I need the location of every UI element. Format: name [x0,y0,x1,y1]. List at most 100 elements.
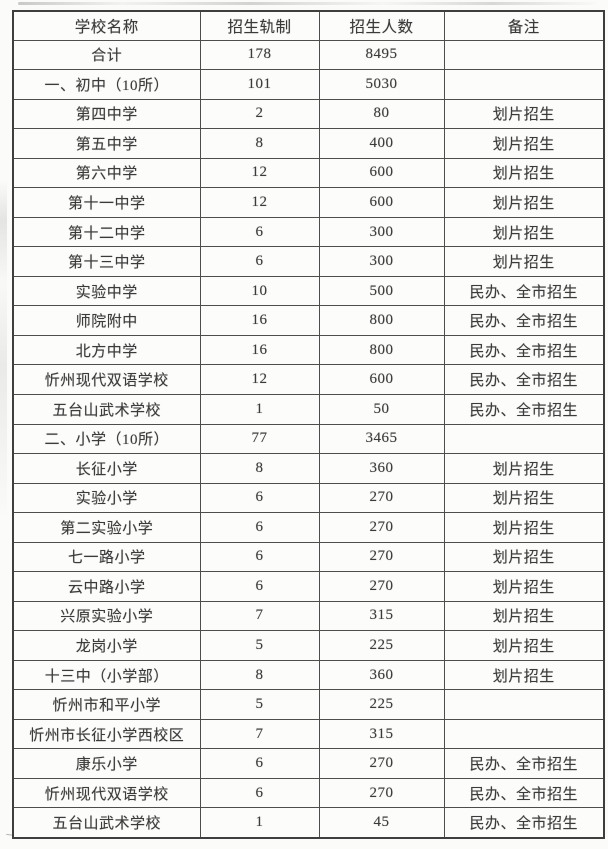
cell-remark: 划片招生 [443,571,605,602]
section-row: 二、小学（10所） 77 3465 [12,423,605,455]
cell-students: 270 [318,482,445,514]
cell-tracks: 16 [199,334,320,366]
table-row: 忻州市长征小学西校区 7 315 [12,718,605,750]
cell-tracks: 2 [199,98,320,130]
cell-school-name: 第十一中学 [12,187,201,218]
cell-school-name: 龙岗小学 [12,630,201,661]
cell-remark: 民办、全市招生 [443,748,605,779]
column-header-tracks: 招生轨制 [199,10,320,41]
cell-remark: 民办、全市招生 [443,807,605,839]
cell-school-name: 第十三中学 [12,246,201,277]
cell-school-name: 忻州市长征小学西校区 [12,718,201,750]
cell-students: 45 [318,807,445,839]
cell-school-name: 实验中学 [12,275,201,307]
table-row: 云中路小学 6 270 划片招生 [12,571,605,602]
table-row: 忻州现代双语学校 12 600 民办、全市招生 [12,364,605,395]
cell-tracks: 10 [199,275,320,307]
table-row: 第五中学 8 400 划片招生 [12,128,605,159]
table-header-row: 学校名称 招生轨制 招生人数 备注 [12,10,605,41]
cell-school-name: 第五中学 [12,128,201,159]
cell-tracks: 6 [199,512,320,543]
cell-remark [443,423,605,455]
school-enrollment-table: 学校名称 招生轨制 招生人数 备注 合计 178 8495 一、初中（10所） 101 5030… [12,10,605,839]
cell-tracks: 178 [199,39,320,71]
cell-remark: 民办、全市招生 [443,275,605,307]
cell-tracks: 6 [199,748,320,779]
cell-remark: 划片招生 [443,128,605,159]
cell-school-name: 第二实验小学 [12,512,201,543]
cell-tracks: 16 [199,305,320,336]
column-header-students: 招生人数 [318,10,445,41]
cell-school-name: 忻州市和平小学 [12,689,201,720]
cell-school-name: 实验小学 [12,482,201,514]
cell-students: 225 [318,689,445,720]
cell-school-name: 忻州现代双语学校 [12,777,201,809]
scan-artifact-top-edge [18,2,596,5]
cell-school-name: 北方中学 [12,334,201,366]
cell-school-name: 五台山武术学校 [12,807,201,839]
cell-remark: 民办、全市招生 [443,364,605,395]
table-row: 第十三中学 6 300 划片招生 [12,246,605,277]
cell-students: 50 [318,393,445,425]
cell-tracks: 5 [199,689,320,720]
cell-remark: 划片招生 [443,600,605,632]
cell-students: 270 [318,541,445,573]
cell-remark: 划片招生 [443,187,605,218]
cell-students: 500 [318,275,445,307]
total-row: 合计 178 8495 [12,39,605,71]
cell-tracks: 5 [199,630,320,661]
cell-tracks: 12 [199,364,320,395]
cell-remark: 民办、全市招生 [443,305,605,336]
cell-remark: 民办、全市招生 [443,777,605,809]
table-row: 康乐小学 6 270 民办、全市招生 [12,748,605,779]
cell-students: 270 [318,571,445,602]
cell-tracks: 6 [199,571,320,602]
scan-artifact-left-smudge [0,180,7,520]
cell-remark: 划片招生 [443,98,605,130]
cell-tracks: 8 [199,659,320,691]
cell-remark: 划片招生 [443,482,605,514]
cell-school-name: 十三中（小学部） [12,659,201,691]
cell-remark: 划片招生 [443,630,605,661]
table-row: 五台山武术学校 1 50 民办、全市招生 [12,393,605,425]
table-row: 师院附中 16 800 民办、全市招生 [12,305,605,336]
cell-students: 270 [318,748,445,779]
cell-students: 270 [318,512,445,543]
cell-school-name: 一、初中（10所） [12,69,201,100]
cell-school-name: 二、小学（10所） [12,423,201,455]
cell-students: 5030 [318,69,445,100]
cell-students: 800 [318,305,445,336]
table-row: 第二实验小学 6 270 划片招生 [12,512,605,543]
table-row: 北方中学 16 800 民办、全市招生 [12,334,605,366]
cell-school-name: 七一路小学 [12,541,201,573]
cell-school-name: 第四中学 [12,98,201,130]
cell-school-name: 长征小学 [12,453,201,484]
cell-students: 225 [318,630,445,661]
cell-tracks: 12 [199,157,320,189]
table-row: 第四中学 2 80 划片招生 [12,98,605,130]
cell-remark [443,718,605,750]
cell-students: 400 [318,128,445,159]
cell-tracks: 8 [199,453,320,484]
cell-remark: 民办、全市招生 [443,393,605,425]
cell-tracks: 12 [199,187,320,218]
table-row: 实验中学 10 500 民办、全市招生 [12,275,605,307]
cell-students: 600 [318,187,445,218]
cell-school-name: 兴原实验小学 [12,600,201,632]
cell-remark: 划片招生 [443,659,605,691]
cell-students: 360 [318,453,445,484]
cell-tracks: 77 [199,423,320,455]
cell-school-name: 云中路小学 [12,571,201,602]
cell-remark: 划片招生 [443,246,605,277]
table-row: 十三中（小学部） 8 360 划片招生 [12,659,605,691]
cell-tracks: 6 [199,541,320,573]
cell-remark [443,689,605,720]
cell-remark [443,39,605,71]
cell-school-name: 合计 [12,39,201,71]
cell-tracks: 6 [199,777,320,809]
section-row: 一、初中（10所） 101 5030 [12,69,605,100]
table-row: 忻州现代双语学校 6 270 民办、全市招生 [12,777,605,809]
cell-students: 800 [318,334,445,366]
cell-school-name: 第十二中学 [12,216,201,248]
cell-school-name: 康乐小学 [12,748,201,779]
